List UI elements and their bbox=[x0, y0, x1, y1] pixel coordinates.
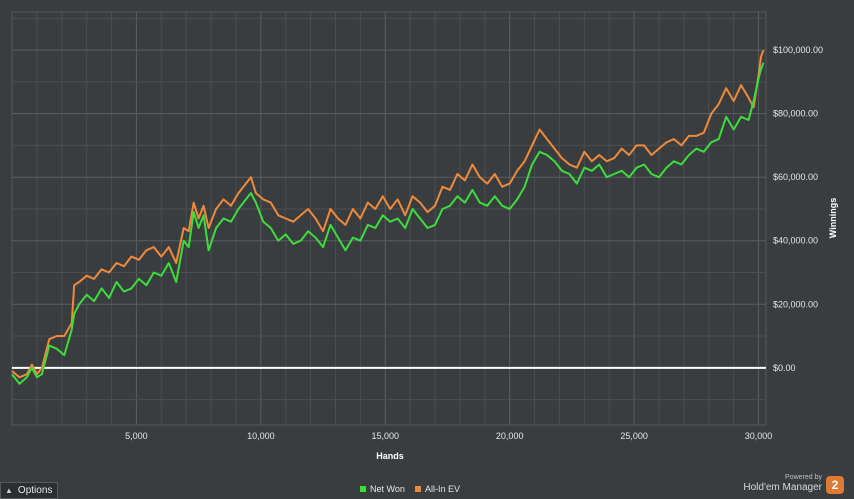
y-axis-ticks: $0.00 $20,000.00 $40,000.00 $60,000.00 $80,0… bbox=[773, 45, 823, 373]
y-tick-label: $60,000.00 bbox=[773, 172, 818, 182]
plot-frame bbox=[11, 11, 767, 426]
series-group bbox=[11, 49, 765, 385]
legend-swatch-all-in-ev bbox=[415, 486, 421, 492]
x-tick-label: 5,000 bbox=[125, 431, 148, 441]
x-tick-label: 15,000 bbox=[372, 431, 400, 441]
y-tick-label: $40,000.00 bbox=[773, 236, 818, 246]
y-tick-label: $0.00 bbox=[773, 363, 796, 373]
legend: Net Won All-In EV bbox=[360, 484, 460, 494]
x-axis-title: Hands bbox=[376, 451, 404, 461]
brand-badge-icon: 2 bbox=[826, 476, 844, 494]
y-tick-label: $100,000.00 bbox=[773, 45, 823, 55]
x-axis-ticks: 5,000 10,000 15,000 20,000 25,000 30,000 bbox=[125, 431, 772, 441]
x-tick-label: 30,000 bbox=[745, 431, 773, 441]
legend-swatch-net-won bbox=[360, 486, 366, 492]
x-tick-label: 10,000 bbox=[247, 431, 275, 441]
grid bbox=[11, 11, 767, 426]
series-line-net-won bbox=[11, 62, 765, 385]
series-line-all-in-ev bbox=[11, 49, 765, 379]
legend-label-all-in-ev: All-In EV bbox=[425, 484, 460, 494]
options-label: Options bbox=[17, 485, 53, 496]
options-button[interactable]: ▲ Options bbox=[0, 482, 58, 499]
x-tick-label: 20,000 bbox=[496, 431, 524, 441]
brand-logo: Powered by Hold'em Manager 2 bbox=[743, 474, 844, 496]
powered-by-text: Powered by bbox=[785, 474, 822, 481]
chevron-up-icon: ▲ bbox=[5, 486, 13, 495]
brand-name: Hold'em Manager bbox=[743, 482, 822, 493]
y-tick-label: $20,000.00 bbox=[773, 299, 818, 309]
y-axis-title: Winnings bbox=[828, 198, 838, 238]
legend-label-net-won: Net Won bbox=[370, 484, 405, 494]
x-tick-label: 25,000 bbox=[620, 431, 648, 441]
y-tick-label: $80,000.00 bbox=[773, 109, 818, 119]
